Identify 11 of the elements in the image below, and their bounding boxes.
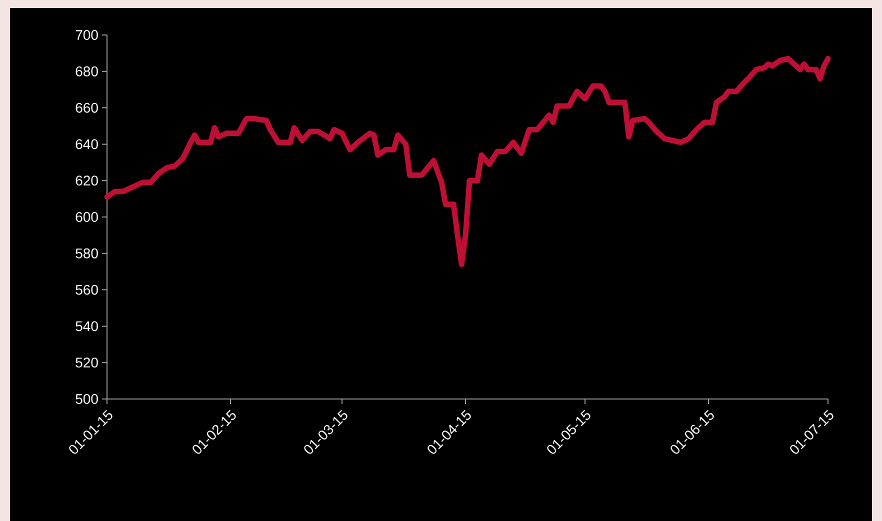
- y-tick-label: 560: [76, 284, 98, 295]
- y-tick-label: 640: [76, 139, 98, 150]
- y-tick-label: 500: [76, 394, 98, 404]
- y-tick-label: 580: [76, 248, 98, 258]
- y-tick-label: 600: [76, 212, 98, 222]
- y-tick-label: 520: [76, 358, 98, 368]
- y-tick-label: 680: [76, 66, 98, 76]
- y-tick-label: 620: [76, 176, 98, 186]
- y-tick-label: 700: [76, 30, 98, 40]
- y-tick-label: 660: [76, 102, 98, 113]
- y-tick-label: 540: [76, 321, 98, 332]
